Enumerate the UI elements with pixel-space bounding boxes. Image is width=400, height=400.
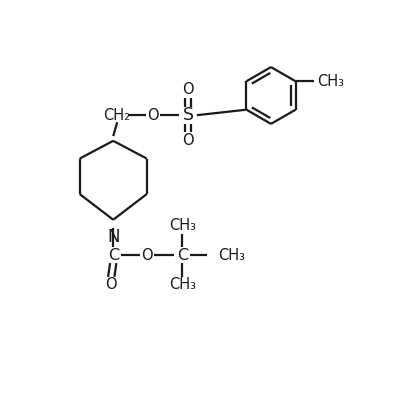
Text: N: N <box>107 228 120 246</box>
Text: CH₃: CH₃ <box>169 277 196 292</box>
Text: C: C <box>177 248 188 263</box>
Text: O: O <box>147 108 158 123</box>
Text: CH₂: CH₂ <box>104 108 131 123</box>
Text: CH₃: CH₃ <box>218 248 245 263</box>
Text: CH₃: CH₃ <box>317 74 344 89</box>
Text: S: S <box>183 106 194 124</box>
Text: C: C <box>108 248 119 263</box>
Text: O: O <box>182 133 194 148</box>
Text: O: O <box>182 82 194 97</box>
Text: O: O <box>141 248 152 263</box>
Text: O: O <box>106 277 117 292</box>
Text: CH₃: CH₃ <box>169 218 196 233</box>
